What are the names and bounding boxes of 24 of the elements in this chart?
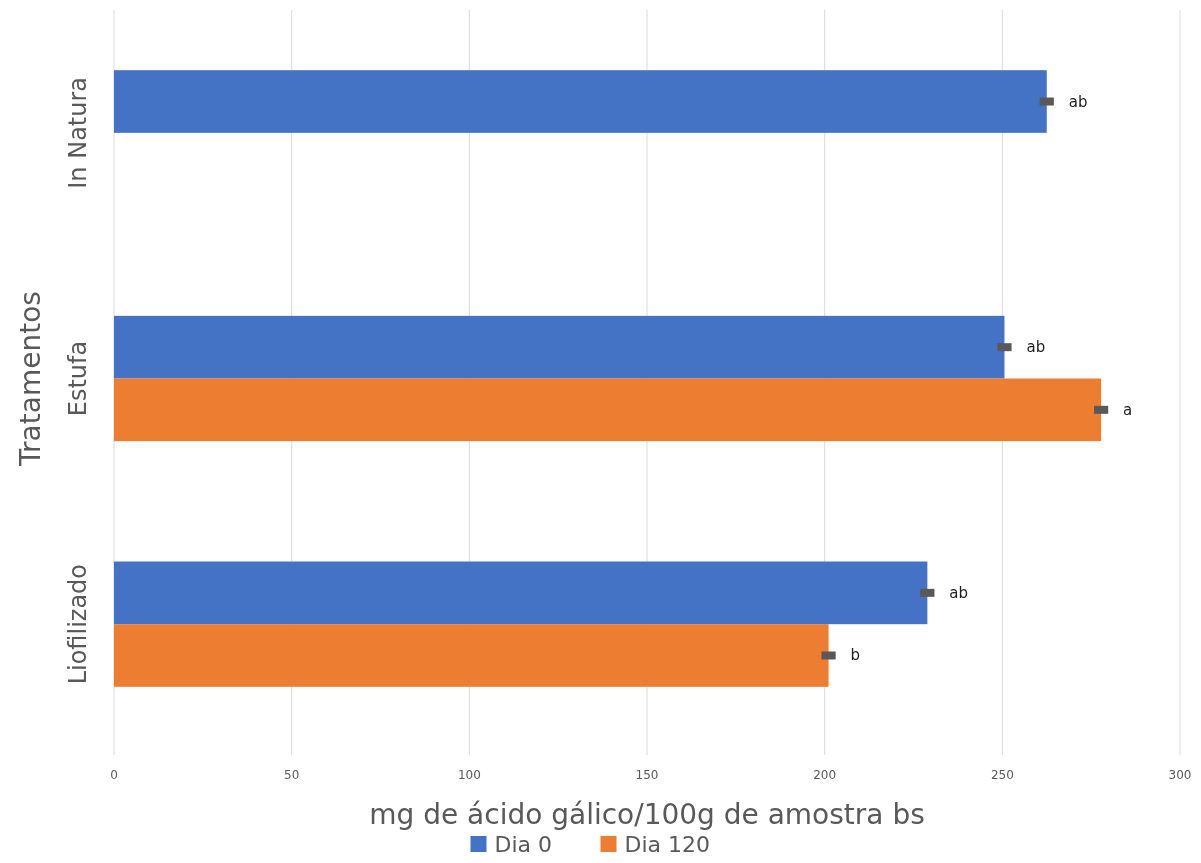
y-tick-label: Liofilizado: [64, 563, 92, 685]
bar: [114, 315, 1005, 379]
y-axis-title: Tratamentos: [14, 291, 47, 467]
annotation: ab: [1068, 92, 1088, 111]
bar: [114, 624, 829, 687]
bar: [114, 70, 1047, 133]
x-tick-label: 0: [110, 768, 118, 782]
annotation: ab: [1026, 338, 1046, 357]
legend-label: Dia 0: [494, 832, 553, 857]
x-tick-label: 300: [1168, 768, 1192, 782]
legend-label: Dia 120: [624, 832, 711, 857]
y-tick-label: Estufa: [64, 340, 92, 417]
annotation: ab: [949, 583, 969, 602]
bar: [114, 561, 928, 625]
bar: [114, 378, 1102, 442]
annotation: b: [850, 646, 861, 665]
y-tick-label: In Natura: [64, 76, 92, 189]
annotation: a: [1123, 400, 1133, 419]
x-tick-label: 50: [284, 768, 300, 782]
x-tick-label: 200: [813, 768, 837, 782]
x-axis-title: mg de ácido gálico/100g de amostra bs: [369, 798, 925, 831]
x-tick-label: 100: [457, 768, 481, 782]
x-tick-label: 250: [990, 768, 1014, 782]
x-tick-label: 150: [635, 768, 659, 782]
